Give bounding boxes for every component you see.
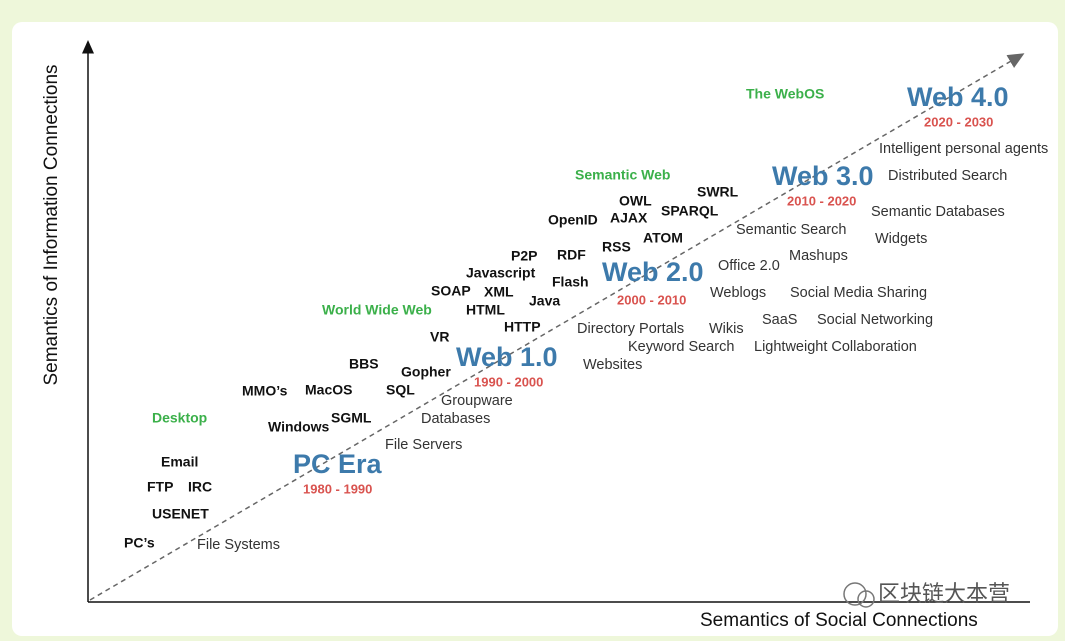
technology-term: BBS	[349, 356, 379, 372]
technology-term: PC’s	[124, 535, 155, 551]
trend-arrow	[89, 53, 1025, 601]
technology-term: XML	[484, 284, 514, 300]
technology-term: SPARQL	[661, 203, 719, 219]
category-label: Semantic Web	[575, 167, 670, 183]
technology-term: RDF	[557, 247, 586, 263]
description-term: Websites	[583, 357, 642, 373]
technology-term: IRC	[188, 479, 212, 495]
technology-term: VR	[430, 329, 449, 345]
era-years: 2010 - 2020	[787, 193, 856, 208]
category-label: The WebOS	[746, 86, 824, 102]
technology-term: AJAX	[610, 210, 648, 226]
description-term: File Servers	[385, 437, 462, 453]
technology-term: Javascript	[466, 265, 536, 281]
category-label: Desktop	[152, 410, 207, 426]
era-name: Web 1.0	[456, 342, 558, 372]
technology-term: Java	[529, 293, 560, 309]
description-term: Office 2.0	[718, 258, 780, 274]
era-name: Web 3.0	[772, 161, 874, 191]
description-term: Social Networking	[817, 312, 933, 328]
technology-term: SQL	[386, 382, 415, 398]
description-term: Keyword Search	[628, 339, 734, 355]
technology-term: Flash	[552, 274, 589, 290]
technology-term: HTTP	[504, 319, 541, 335]
panel	[12, 22, 1058, 636]
era-years: 1990 - 2000	[474, 374, 543, 389]
era-name: PC Era	[293, 449, 383, 479]
description-term: Weblogs	[710, 285, 766, 301]
description-term: Social Media Sharing	[790, 285, 927, 301]
description-term: Wikis	[709, 321, 744, 337]
era-years: 1980 - 1990	[303, 481, 372, 496]
technology-term: ATOM	[643, 230, 683, 246]
x-axis-label: Semantics of Social Connections	[700, 610, 978, 631]
technology-term: MMO’s	[242, 383, 288, 399]
technology-term: HTML	[466, 302, 505, 318]
description-term: Semantic Databases	[871, 204, 1005, 220]
era-years: 2020 - 2030	[924, 114, 993, 129]
description-term: Directory Portals	[577, 321, 684, 337]
description-term: Distributed Search	[888, 168, 1007, 184]
technology-term: OWL	[619, 193, 652, 209]
technology-term: SOAP	[431, 283, 471, 299]
technology-term: MacOS	[305, 382, 352, 398]
technology-term: SGML	[331, 410, 372, 426]
technology-term: Gopher	[401, 364, 451, 380]
description-term: Semantic Search	[736, 222, 846, 238]
description-term: File Systems	[197, 537, 280, 553]
technology-term: FTP	[147, 479, 173, 495]
era-years: 2000 - 2010	[617, 292, 686, 307]
technology-term: P2P	[511, 248, 537, 264]
description-term: Databases	[421, 411, 490, 427]
technology-term: RSS	[602, 239, 631, 255]
description-term: Intelligent personal agents	[879, 141, 1048, 157]
description-term: Lightweight Collaboration	[754, 339, 917, 355]
technology-term: USENET	[152, 506, 209, 522]
technology-term: Windows	[268, 419, 330, 435]
watermark: 区块链大本营	[878, 581, 1010, 606]
technology-term: Email	[161, 454, 198, 470]
category-label: World Wide Web	[322, 302, 432, 318]
y-axis-label: Semantics of Information Connections	[41, 64, 62, 385]
description-term: Mashups	[789, 248, 848, 264]
era-name: Web 2.0	[602, 257, 704, 287]
watermark-icon	[843, 582, 875, 608]
description-term: SaaS	[762, 312, 797, 328]
description-term: Groupware	[441, 393, 513, 409]
description-term: Widgets	[875, 231, 927, 247]
technology-term: SWRL	[697, 184, 739, 200]
technology-term: OpenID	[548, 212, 598, 228]
era-name: Web 4.0	[907, 82, 1009, 112]
